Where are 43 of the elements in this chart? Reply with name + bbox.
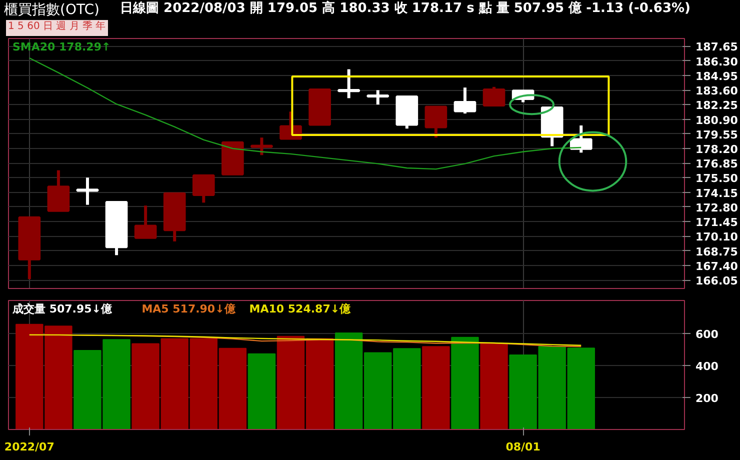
candlestick bbox=[250, 138, 273, 156]
candlestick bbox=[424, 106, 448, 138]
chart-subtitle: 日線圖 2022/08/03 開 179.05 高 180.33 收 178.17 s 點 量 507.95 億 -1.13 (-0.63%) bbox=[120, 0, 690, 18]
bar bbox=[248, 353, 276, 430]
y-tick-label: 184.95 bbox=[696, 70, 738, 83]
bar bbox=[422, 346, 450, 430]
text: 1 5 60 日 週 月 季 年 bbox=[8, 20, 106, 34]
y-tick-label: 180.90 bbox=[696, 114, 738, 127]
y-tick-label: 187.65 bbox=[696, 40, 738, 54]
series-label: 成交量 507.95↓億 bbox=[12, 302, 113, 316]
y-tick-label: 170.10 bbox=[696, 230, 738, 244]
y-tick-label: 186.30 bbox=[696, 55, 738, 68]
y-tick-label: 172.80 bbox=[696, 201, 738, 214]
y-tick-label: 167.40 bbox=[696, 260, 738, 273]
candlestick bbox=[454, 88, 476, 114]
y-tick-label: 178.20 bbox=[696, 143, 738, 156]
chart-title: 櫃買指數(OTC) bbox=[4, 1, 100, 20]
y-tick-label: 600 bbox=[696, 328, 719, 341]
text: MA10 524.87↓億 bbox=[249, 302, 352, 316]
candlestick bbox=[134, 206, 157, 239]
y-tick-label: 200 bbox=[696, 392, 719, 405]
candlestick bbox=[338, 69, 360, 98]
x-tick-label: 2022/07 bbox=[4, 440, 54, 454]
y-tick-label: 174.15 bbox=[696, 186, 738, 200]
y-tick-label: 171.45 bbox=[696, 216, 738, 230]
bar bbox=[451, 336, 479, 430]
candlestick bbox=[366, 90, 390, 105]
series-label: MA5 517.90↓億 bbox=[142, 302, 236, 316]
y-tick-label: 166.05 bbox=[696, 274, 738, 288]
candlestick bbox=[76, 178, 99, 205]
y-tick-label: 400 bbox=[696, 360, 719, 373]
y-tick-label: 168.75 bbox=[696, 245, 738, 258]
bar bbox=[480, 343, 508, 430]
x-tick-label: 08/01 bbox=[506, 440, 540, 454]
y-tick-label: 183.60 bbox=[696, 84, 738, 98]
y-tick-label: 182.25 bbox=[696, 99, 738, 112]
y-tick-label: 175.50 bbox=[696, 172, 738, 186]
candlestick bbox=[570, 125, 592, 153]
candlestick bbox=[482, 86, 506, 107]
y-tick-label: 179.55 bbox=[696, 128, 738, 142]
candlestick bbox=[192, 174, 215, 203]
y-tick-label: 176.85 bbox=[696, 158, 738, 171]
series-label: SMA20 178.29↑ bbox=[12, 40, 111, 54]
